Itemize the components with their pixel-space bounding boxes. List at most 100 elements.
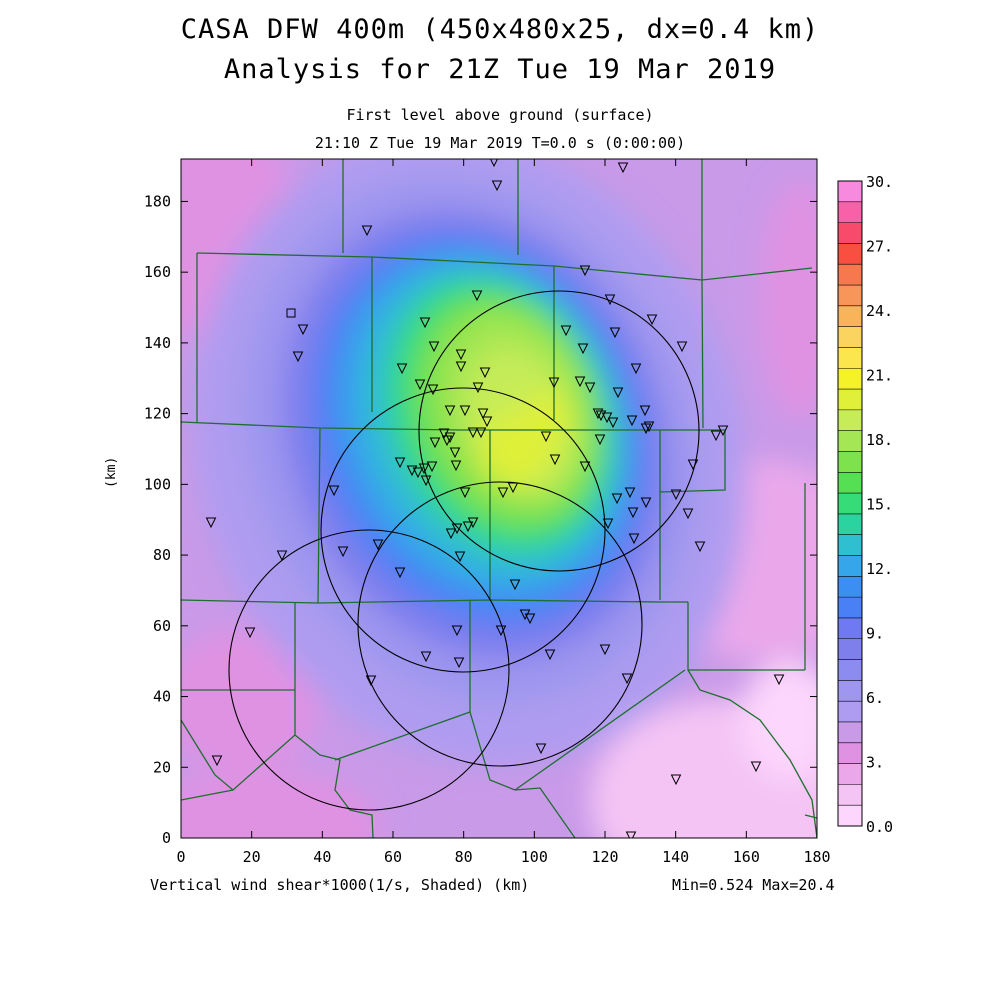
station-marker <box>412 467 424 479</box>
y-tick-label: 120 <box>144 405 171 423</box>
x-tick-label: 160 <box>733 848 760 866</box>
range-rings <box>228 290 700 811</box>
station-marker <box>244 627 256 639</box>
minmax-label: Min=0.524 Max=20.4 <box>672 876 835 894</box>
plot-frame <box>180 158 818 839</box>
range-ring-2 <box>320 387 606 673</box>
colorbar-frame <box>837 180 863 827</box>
colorbar-swatch <box>838 264 862 286</box>
station-marker <box>710 430 722 442</box>
station-marker <box>617 162 629 174</box>
station-marker <box>455 349 467 361</box>
station-marker <box>420 651 432 663</box>
station-marker <box>453 657 465 669</box>
station-marker <box>426 461 438 473</box>
station-marker <box>602 518 614 530</box>
station-marker <box>717 425 729 437</box>
station-marker <box>467 517 479 529</box>
colorbar-swatch <box>838 368 862 390</box>
x-axis: 0 20 40 60 80 100 120 140 160 180 <box>176 159 831 866</box>
station-marker <box>211 755 223 767</box>
station-marker <box>611 493 623 505</box>
station-marker <box>420 475 432 487</box>
station-marker <box>472 382 484 394</box>
station-marker <box>630 363 642 375</box>
station-marker <box>592 408 604 420</box>
colorbar-label: 30. <box>866 173 893 191</box>
station-marker <box>292 351 304 363</box>
station-marker <box>205 517 217 529</box>
station-marker <box>640 497 652 509</box>
station-marker <box>621 673 633 685</box>
colorbar-swatch <box>838 721 862 744</box>
colorbar-swatch <box>838 472 862 494</box>
station-marker <box>479 367 491 379</box>
time-label: 21:10 Z Tue 19 Mar 2019 T=0.0 s (0:00:00… <box>314 134 686 152</box>
station-marker <box>609 327 621 339</box>
station-marker <box>445 528 457 540</box>
colorbar-swatch <box>838 763 862 785</box>
station-markers <box>205 159 785 838</box>
colorbar-label: 9. <box>866 625 884 643</box>
x-tick-label: 100 <box>521 848 548 866</box>
colorbar-swatch <box>838 222 862 244</box>
colorbar-swatch <box>838 534 862 556</box>
y-tick-label: 40 <box>153 688 171 706</box>
station-marker <box>604 294 616 306</box>
station-marker <box>372 539 384 551</box>
station-marker <box>455 361 467 373</box>
station-marker <box>361 225 373 237</box>
station-marker <box>579 265 591 277</box>
station-marker <box>475 427 487 439</box>
colorbar-swatch <box>838 617 862 640</box>
x-tick-label: 120 <box>591 848 618 866</box>
station-marker <box>670 489 682 501</box>
x-tick-label: 40 <box>313 848 331 866</box>
station-marker <box>639 405 651 417</box>
colorbar-swatch <box>838 201 862 223</box>
colorbar-swatch <box>838 742 862 764</box>
colorbar-swatch <box>838 493 862 515</box>
station-marker <box>627 507 639 519</box>
x-tick-label: 180 <box>803 848 830 866</box>
field-label: Vertical wind shear*1000(1/s, Shaded) (k… <box>150 876 530 894</box>
station-marker <box>594 434 606 446</box>
station-marker <box>450 460 462 472</box>
station-marker <box>449 447 461 459</box>
colorbar-swatch <box>838 659 862 681</box>
x-tick-label: 0 <box>176 848 185 866</box>
colorbar-swatch <box>838 701 862 723</box>
station-marker <box>535 743 547 755</box>
station-marker <box>507 482 519 494</box>
y-axis-label: (km) <box>104 456 119 488</box>
station-marker <box>337 546 349 558</box>
station-marker <box>477 408 489 420</box>
station-marker <box>548 377 560 389</box>
station-marker <box>441 435 453 447</box>
station-marker <box>328 485 340 497</box>
station-marker <box>459 487 471 499</box>
station-marker <box>646 314 658 326</box>
station-marker <box>276 550 288 562</box>
main-title: CASA DFW 400m (450x480x25, dx=0.4 km) <box>180 14 820 45</box>
y-tick-label: 100 <box>144 475 171 493</box>
colorbar-label: 3. <box>866 754 884 772</box>
station-marker <box>451 625 463 637</box>
y-tick-label: 80 <box>153 546 171 564</box>
y-tick-label: 60 <box>153 617 171 635</box>
y-tick-label: 180 <box>144 192 171 210</box>
station-marker <box>682 508 694 520</box>
colorbar-label: 0.0 <box>866 818 893 836</box>
colorbar-label: 12. <box>866 560 893 578</box>
x-tick-label: 20 <box>243 848 261 866</box>
x-tick-label: 80 <box>455 848 473 866</box>
range-ring-3 <box>357 481 643 767</box>
station-marker <box>489 159 499 168</box>
colorbar-label: 21. <box>866 367 893 385</box>
station-marker <box>414 379 426 391</box>
station-marker <box>579 461 591 473</box>
colorbar-swatch <box>838 243 862 265</box>
y-tick-label: 20 <box>153 758 171 776</box>
station-marker <box>419 317 431 329</box>
